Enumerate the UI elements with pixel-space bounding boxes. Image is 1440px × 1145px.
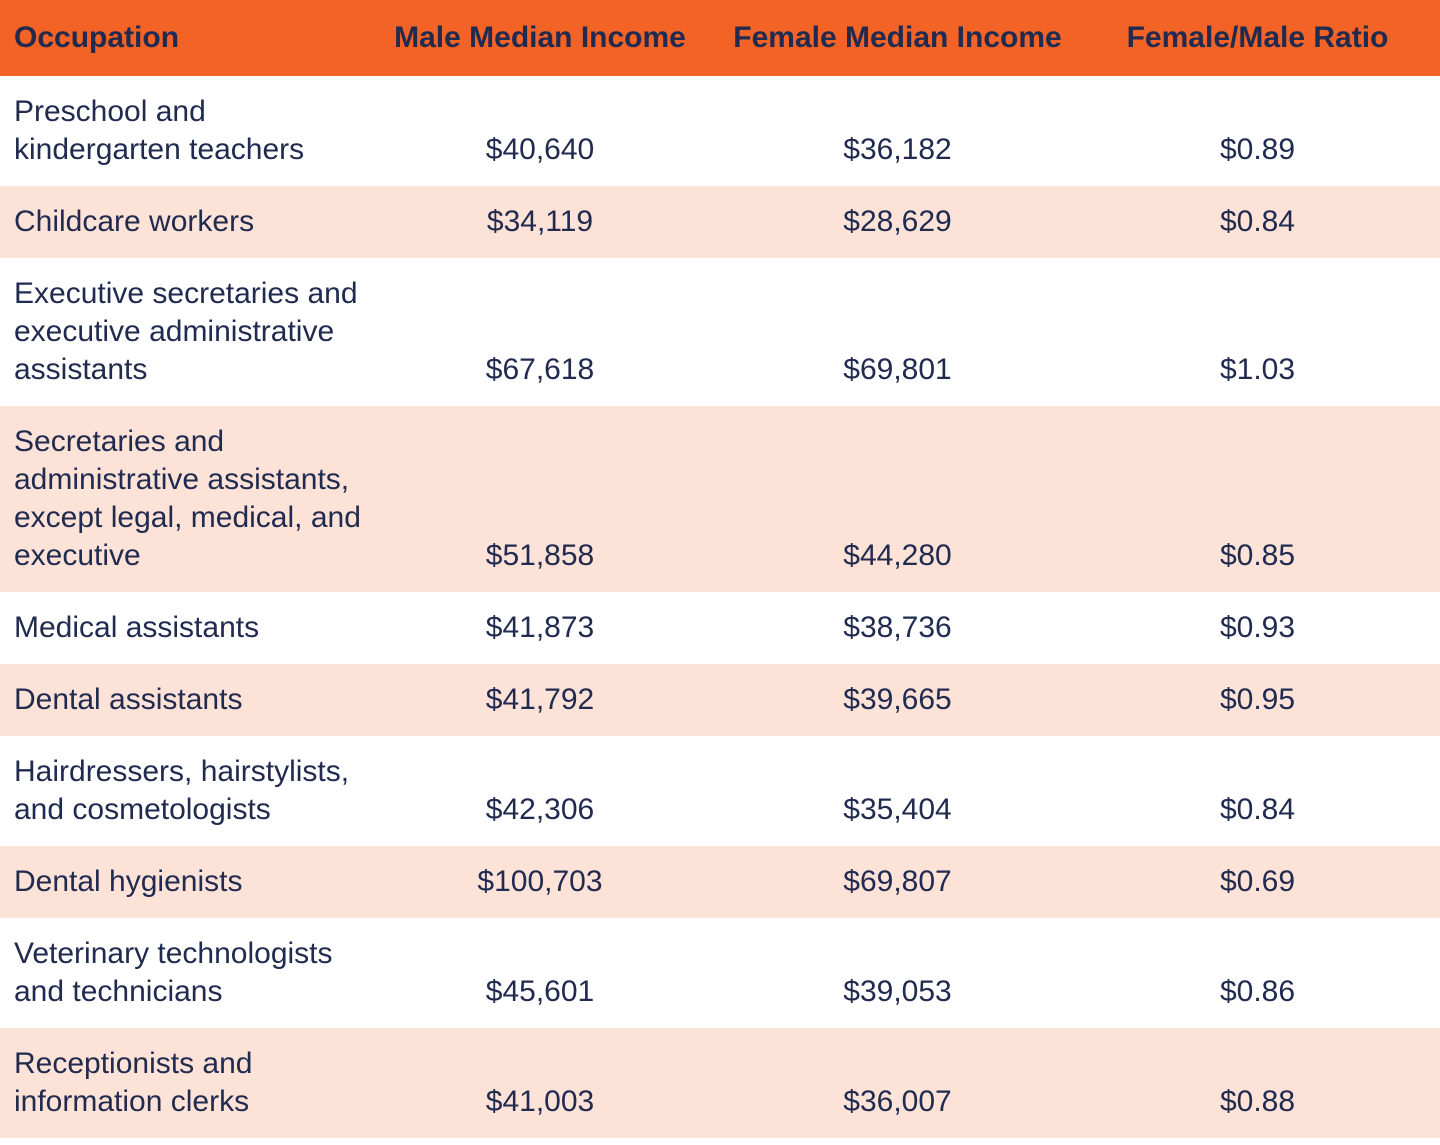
male-income-cell: $41,003 — [485, 1085, 595, 1118]
ratio-cell: $0.69 — [1219, 865, 1296, 898]
ratio-cell: $0.84 — [1219, 793, 1296, 826]
male-income-cell: $34,119 — [486, 205, 594, 238]
table-row: Hairdressers, hairstylists, and cosmetol… — [0, 736, 1440, 846]
occupation-cell: Executive secretaries and executive admi… — [14, 277, 358, 386]
female-income-cell: $35,404 — [843, 793, 952, 826]
header-occupation: Occupation — [0, 0, 390, 76]
ratio-cell: $0.85 — [1219, 539, 1296, 572]
male-income-cell: $40,640 — [485, 133, 595, 166]
header-row: Occupation Male Median Income Female Med… — [0, 0, 1440, 76]
occupation-cell: Dental hygienists — [14, 865, 243, 898]
occupation-cell: Dental assistants — [14, 683, 243, 716]
table-header: Occupation Male Median Income Female Med… — [0, 0, 1440, 76]
occupation-cell: Preschool and kindergarten teachers — [14, 95, 305, 166]
ratio-cell: $0.93 — [1219, 611, 1296, 644]
male-income-cell: $41,873 — [485, 611, 595, 644]
header-female-median-income: Female Median Income — [690, 0, 1105, 76]
table-row: Executive secretaries and executive admi… — [0, 258, 1440, 406]
ratio-cell: $1.03 — [1219, 353, 1296, 386]
female-income-cell: $28,629 — [843, 205, 952, 238]
female-income-cell: $39,665 — [843, 683, 952, 716]
male-income-cell: $100,703 — [477, 865, 603, 898]
male-income-cell: $45,601 — [485, 975, 595, 1008]
table-row: Childcare workers $34,119 $28,629 $0.84 — [0, 186, 1440, 258]
occupation-cell: Medical assistants — [14, 611, 260, 644]
female-income-cell: $38,736 — [843, 611, 952, 644]
female-income-cell: $36,007 — [843, 1085, 952, 1118]
male-income-cell: $51,858 — [485, 539, 595, 572]
female-income-cell: $69,801 — [843, 353, 952, 386]
occupation-cell: Receptionists and information clerks — [14, 1047, 253, 1118]
occupation-cell: Hairdressers, hairstylists, and cosmetol… — [14, 755, 350, 826]
table-row: Dental assistants $41,792 $39,665 $0.95 — [0, 664, 1440, 736]
header-female-male-ratio: Female/Male Ratio — [1105, 0, 1440, 76]
female-income-cell: $36,182 — [843, 133, 952, 166]
occupation-cell: Secretaries and administrative assistant… — [14, 425, 361, 572]
female-income-cell: $39,053 — [843, 975, 952, 1008]
table-row: Veterinary technologists and technicians… — [0, 918, 1440, 1028]
table-row: Receptionists and information clerks $41,… — [0, 1028, 1440, 1138]
ratio-cell: $0.89 — [1219, 133, 1296, 166]
female-income-cell: $69,807 — [843, 865, 952, 898]
occupation-cell: Veterinary technologists and technicians — [14, 937, 333, 1008]
male-income-cell: $67,618 — [485, 353, 595, 386]
ratio-cell: $0.95 — [1219, 683, 1296, 716]
female-income-cell: $44,280 — [843, 539, 952, 572]
table-body: Preschool and kindergarten teachers $40,6… — [0, 76, 1440, 1138]
occupation-cell: Childcare workers — [14, 205, 255, 238]
ratio-cell: $0.86 — [1219, 975, 1296, 1008]
ratio-cell: $0.88 — [1219, 1085, 1296, 1118]
table-row: Dental hygienists $100,703 $69,807 $0.69 — [0, 846, 1440, 918]
header-male-median-income: Male Median Income — [390, 0, 690, 76]
table-row: Medical assistants $41,873 $38,736 $0.93 — [0, 592, 1440, 664]
table-row: Preschool and kindergarten teachers $40,6… — [0, 76, 1440, 186]
male-income-cell: $42,306 — [485, 793, 595, 826]
table-row: Secretaries and administrative assistant… — [0, 406, 1440, 592]
ratio-cell: $0.84 — [1219, 205, 1296, 238]
male-income-cell: $41,792 — [485, 683, 595, 716]
